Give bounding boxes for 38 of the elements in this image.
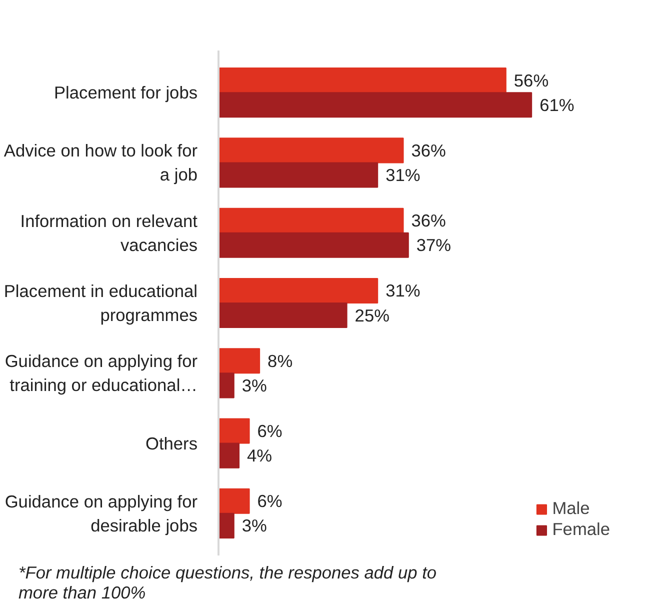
data-label: 8% — [268, 350, 293, 371]
bar — [218, 138, 404, 164]
data-label: 31% — [386, 164, 420, 185]
data-label: 6% — [257, 421, 282, 442]
data-label: 56% — [514, 70, 549, 90]
bar — [218, 488, 250, 514]
y-tick-label: Advice on how to look for a job — [4, 140, 198, 185]
legend-label: Male — [552, 498, 590, 519]
bar — [218, 348, 260, 374]
legend-label: Female — [552, 519, 610, 540]
data-label: 3% — [242, 375, 267, 396]
text: *For multiple choice questions, the respones add up to more than 100% — [18, 562, 437, 602]
data-label: 3% — [242, 516, 267, 536]
data-label: 36% — [411, 210, 446, 231]
y-tick-label: Placement for jobs — [54, 82, 198, 103]
data-label: 6% — [257, 491, 282, 512]
bar — [218, 278, 378, 304]
y-tick-label: Guidance on applying for training or educational… — [4, 351, 198, 396]
y-tick-label: Placement in educational programmes — [4, 281, 198, 325]
y-tick-label: Others — [146, 433, 198, 454]
data-label: 31% — [386, 280, 420, 301]
bar — [218, 442, 240, 468]
y-tick-label: Guidance on applying for desirable jobs — [4, 491, 198, 536]
bar — [218, 92, 532, 118]
data-label: 37% — [416, 235, 452, 256]
y-tick-label: Information on relevant vacancies — [20, 210, 198, 255]
bar — [218, 232, 409, 258]
bar — [218, 302, 348, 328]
data-label: 25% — [354, 305, 390, 326]
bar — [218, 372, 234, 398]
bar — [218, 208, 404, 234]
bar — [218, 68, 506, 94]
bar — [218, 162, 378, 188]
data-label: 4% — [247, 446, 272, 466]
data-label: 61% — [540, 94, 574, 115]
data-label: 36% — [411, 140, 446, 160]
bar — [218, 418, 250, 444]
bar — [218, 512, 234, 538]
